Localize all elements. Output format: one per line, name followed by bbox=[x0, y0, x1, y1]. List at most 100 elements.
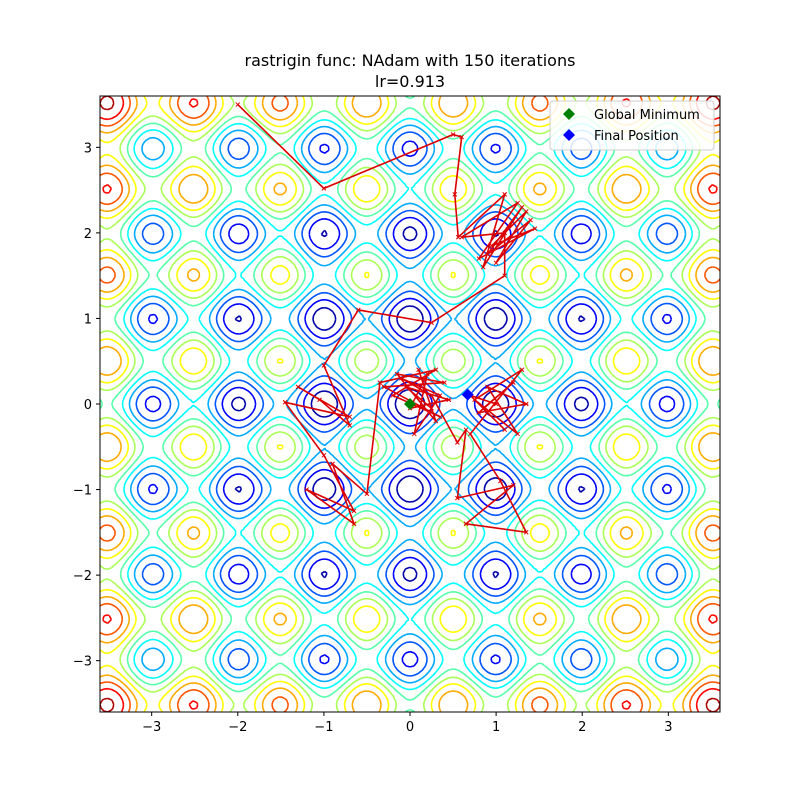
path-point bbox=[455, 440, 460, 445]
path-point bbox=[304, 487, 310, 492]
path-point bbox=[502, 230, 508, 236]
path-point bbox=[510, 482, 516, 488]
path-point bbox=[381, 384, 387, 390]
path-point bbox=[480, 405, 486, 411]
path-point bbox=[433, 418, 439, 424]
path-point bbox=[485, 384, 490, 390]
contour-level bbox=[100, 96, 720, 712]
path-point bbox=[321, 452, 327, 458]
y-tick-label: 1 bbox=[84, 312, 92, 327]
path-point bbox=[355, 307, 361, 313]
y-axis: −3 −2 −1 0 1 2 3 bbox=[73, 141, 100, 670]
path-point bbox=[429, 393, 434, 398]
path-point bbox=[399, 375, 404, 381]
contour-level bbox=[128, 124, 692, 684]
y-tick-label: 2 bbox=[84, 227, 92, 242]
path-point bbox=[317, 397, 322, 403]
path-point bbox=[476, 410, 482, 415]
path-point bbox=[437, 393, 443, 398]
contour-level bbox=[100, 96, 720, 712]
path-point bbox=[429, 405, 434, 411]
path-point bbox=[463, 521, 469, 527]
path-point bbox=[450, 132, 456, 137]
path-point bbox=[515, 431, 520, 437]
x-tick-label: 3 bbox=[664, 720, 672, 735]
legend-final-position-label: Final Position bbox=[594, 129, 679, 144]
path-point bbox=[472, 397, 477, 403]
contour-level bbox=[100, 96, 720, 712]
y-tick-label: 3 bbox=[84, 141, 92, 156]
path-point bbox=[295, 384, 301, 390]
final-position-marker bbox=[461, 388, 474, 401]
path-point bbox=[424, 371, 430, 377]
path-point bbox=[489, 243, 495, 249]
path-point bbox=[330, 461, 335, 467]
contour-level bbox=[100, 96, 720, 712]
path-point bbox=[493, 260, 499, 266]
path-point bbox=[455, 495, 460, 501]
path-point bbox=[377, 380, 383, 385]
x-axis: −3 −2 −1 0 1 2 3 bbox=[142, 712, 672, 735]
contour-level bbox=[121, 117, 699, 691]
path-point bbox=[515, 200, 520, 206]
path-point bbox=[498, 478, 503, 484]
path-point bbox=[519, 204, 525, 210]
path-point bbox=[321, 363, 327, 368]
optimizer-path bbox=[235, 102, 538, 535]
path-point bbox=[523, 529, 529, 535]
y-tick-label: −3 bbox=[73, 655, 92, 670]
contour-layer bbox=[100, 96, 720, 712]
path-point bbox=[282, 399, 288, 405]
y-tick-label: 0 bbox=[84, 398, 92, 413]
path-point bbox=[459, 134, 465, 140]
optimizer-path-line bbox=[237, 104, 536, 534]
path-point bbox=[403, 384, 409, 390]
legend-final-position-marker bbox=[563, 129, 575, 141]
global-minimum-marker bbox=[404, 398, 416, 410]
path-point bbox=[510, 380, 516, 385]
y-tick-label: −1 bbox=[73, 484, 92, 499]
chart-subtitle: lr=0.913 bbox=[374, 72, 446, 91]
path-point bbox=[347, 423, 353, 428]
x-tick-label: −1 bbox=[314, 720, 333, 735]
path-point bbox=[437, 414, 443, 420]
path-point bbox=[235, 102, 241, 107]
marker-layer bbox=[404, 388, 474, 410]
contour-level bbox=[100, 96, 720, 712]
path-point bbox=[455, 234, 461, 240]
path-point bbox=[463, 427, 469, 433]
path-point bbox=[502, 273, 508, 279]
legend-global-minimum-marker bbox=[563, 108, 575, 120]
path-point bbox=[351, 521, 357, 527]
path-point bbox=[442, 380, 447, 385]
x-tick-label: 2 bbox=[578, 720, 586, 735]
contour-level bbox=[144, 140, 676, 668]
legend-global-minimum-label: Global Minimum bbox=[594, 108, 700, 123]
path-point bbox=[347, 414, 353, 420]
path-point bbox=[476, 256, 482, 261]
path-point bbox=[416, 367, 421, 373]
path-point bbox=[364, 491, 370, 497]
path-point bbox=[532, 226, 538, 231]
path-point bbox=[519, 367, 525, 373]
path-point bbox=[321, 186, 327, 191]
path-point bbox=[459, 234, 465, 240]
path-point bbox=[502, 427, 508, 433]
path-point bbox=[390, 393, 396, 398]
chart-title: rastrigin func: NAdam with 150 iteration… bbox=[244, 51, 576, 70]
path-point bbox=[433, 367, 439, 373]
path-point bbox=[480, 264, 486, 270]
path-point bbox=[446, 397, 452, 403]
path-point bbox=[411, 431, 417, 437]
x-tick-label: −3 bbox=[142, 720, 161, 735]
path-point bbox=[493, 401, 499, 407]
path-point bbox=[467, 431, 473, 437]
contour-level bbox=[135, 131, 685, 677]
x-tick-label: 0 bbox=[406, 720, 414, 735]
path-point bbox=[429, 320, 434, 326]
path-point bbox=[394, 371, 400, 377]
path-point bbox=[452, 192, 458, 197]
x-tick-label: −2 bbox=[228, 720, 247, 735]
path-point bbox=[502, 192, 508, 197]
